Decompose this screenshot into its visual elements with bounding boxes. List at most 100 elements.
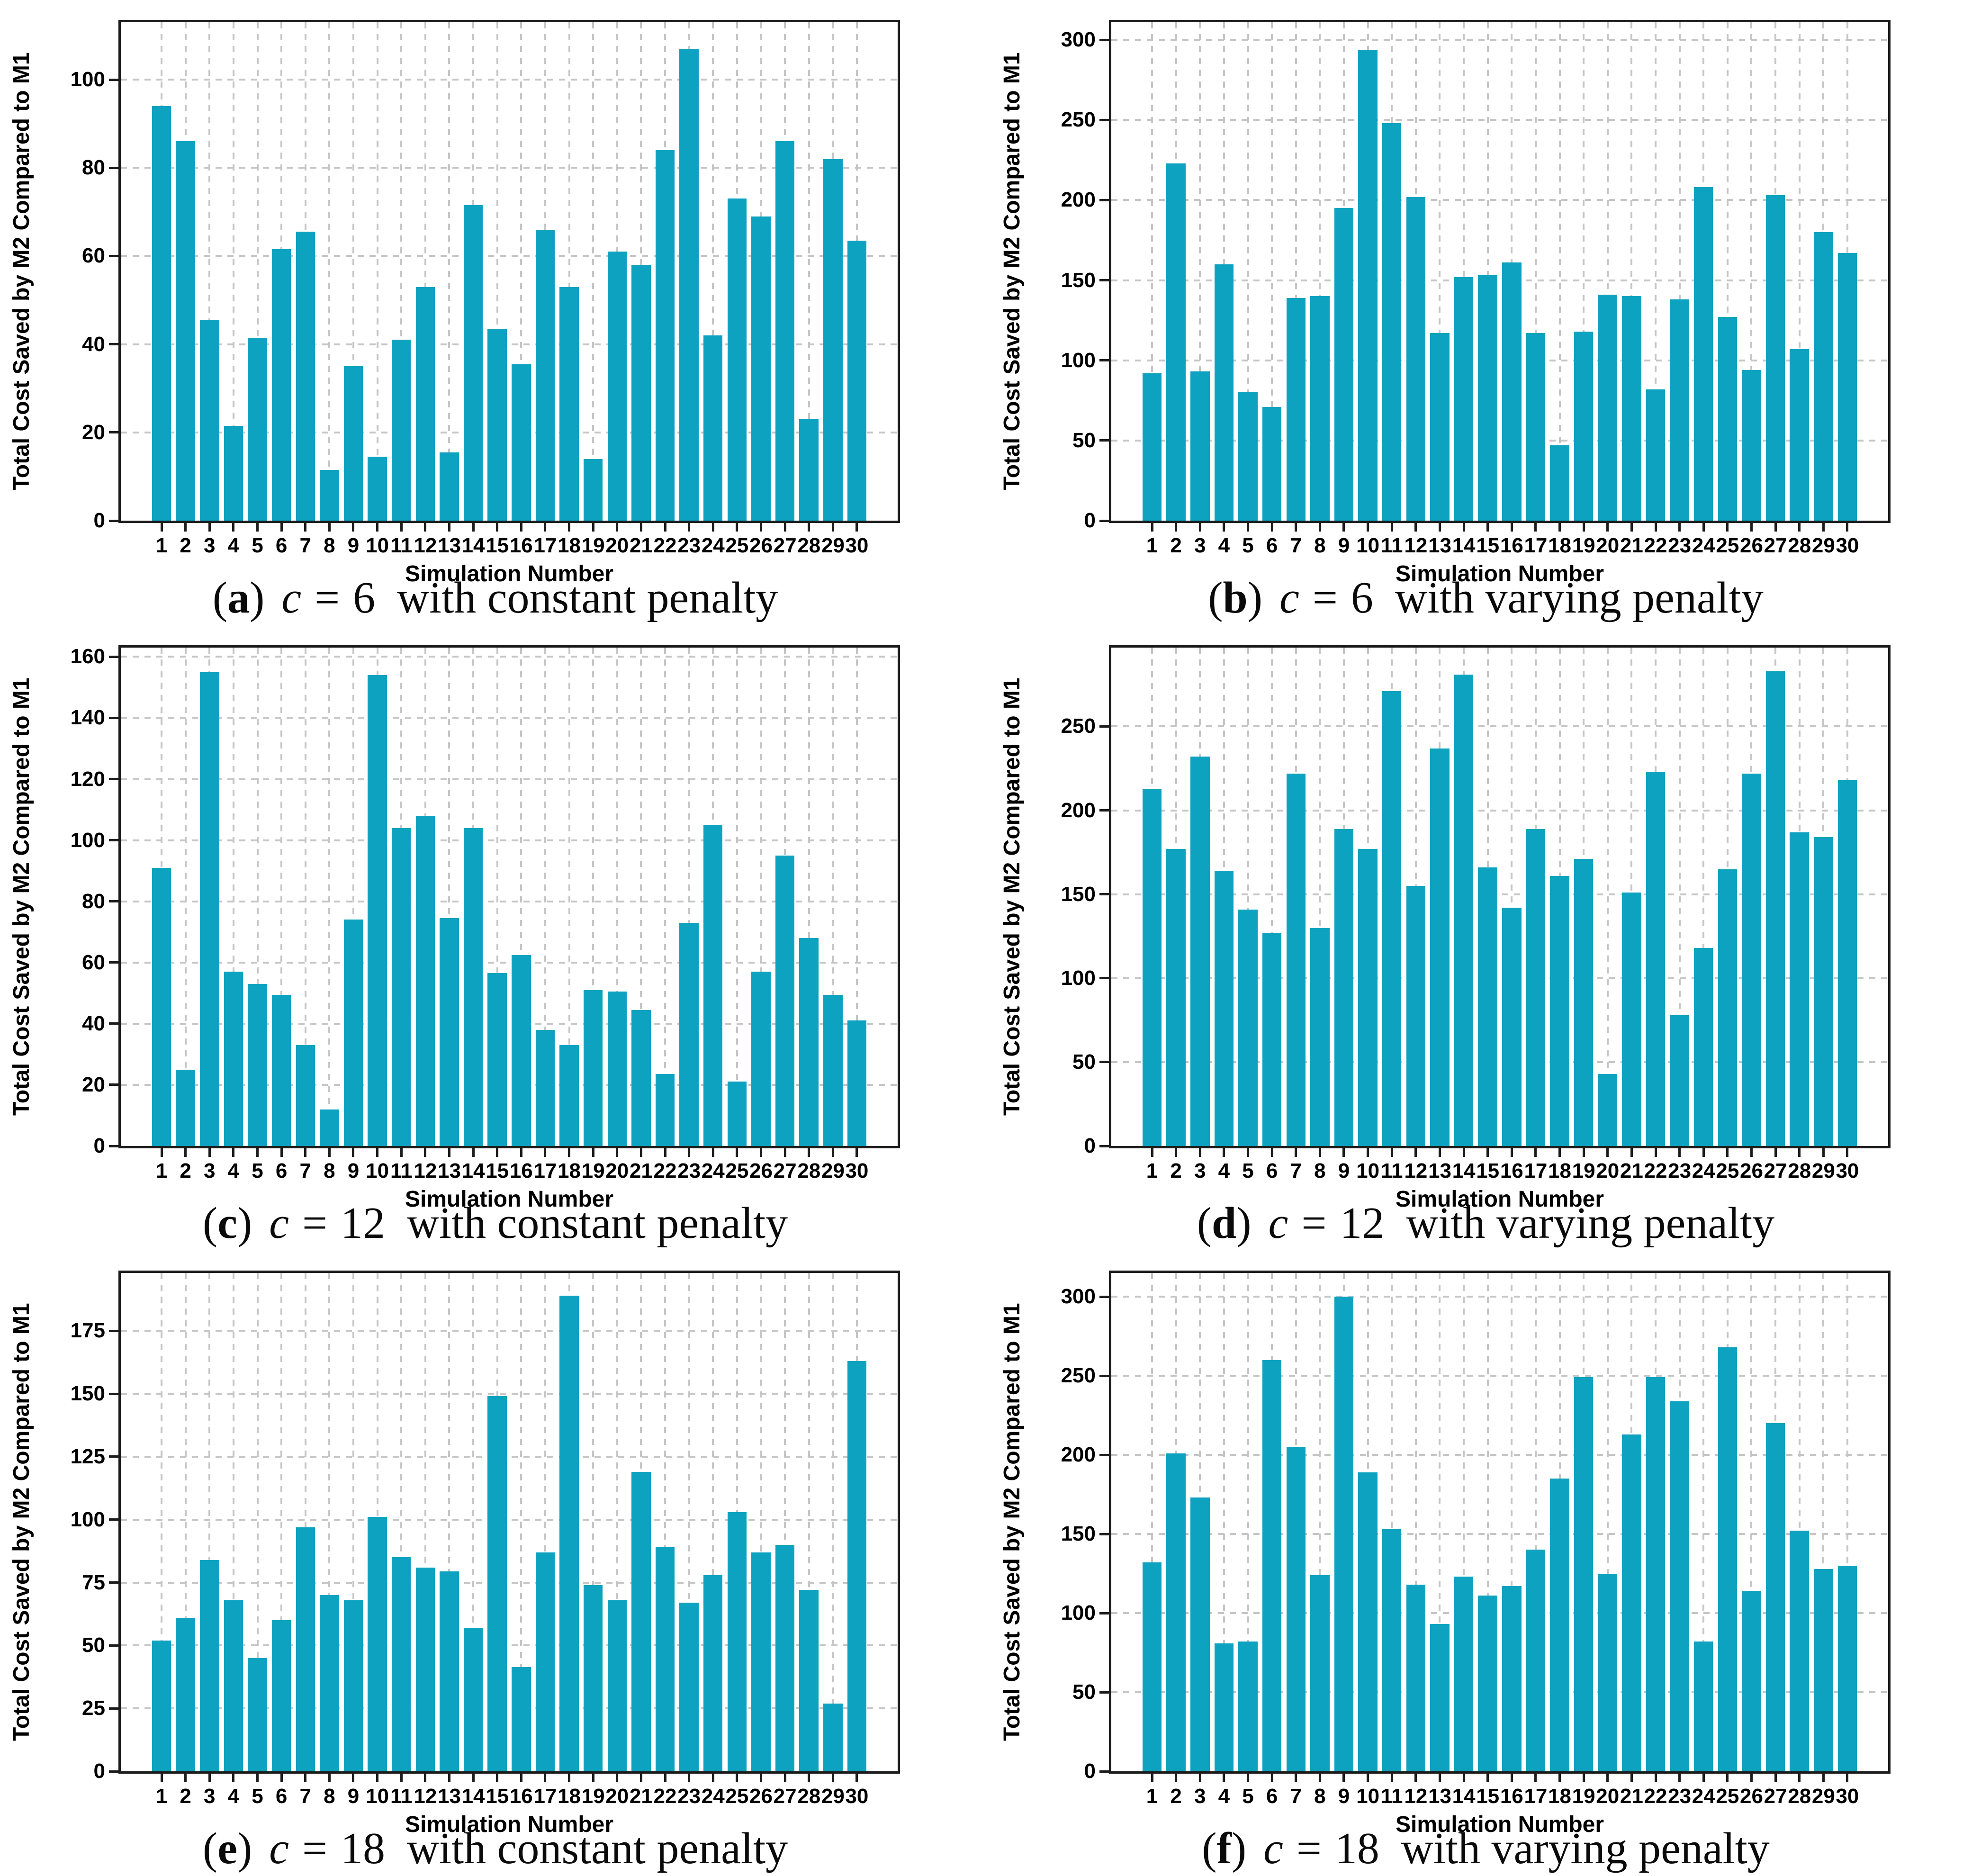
caption-value: 12: [341, 1199, 386, 1248]
caption-text: with varying penalty: [1406, 1199, 1775, 1248]
x-tick-label: 13: [1428, 1159, 1451, 1182]
v-gridline: [832, 648, 834, 1146]
x-tick-mark: [424, 1148, 427, 1157]
x-tick-label: 1: [155, 1785, 168, 1808]
x-tick-label: 27: [773, 534, 797, 557]
v-gridline: [520, 1273, 522, 1771]
bar-sim-14: [463, 1628, 483, 1771]
x-tick-label: 4: [1218, 1785, 1230, 1808]
y-tick-label: 100: [70, 828, 105, 852]
bar-sim-6: [1262, 933, 1282, 1146]
bar-sim-8: [1310, 1575, 1330, 1771]
x-tick-mark: [1247, 523, 1250, 532]
v-gridline: [496, 22, 498, 521]
x-tick-mark: [759, 1774, 762, 1782]
x-tick-mark: [711, 1148, 714, 1157]
y-tick-mark: [109, 254, 118, 257]
x-tick-mark: [1678, 523, 1681, 532]
x-tick-mark: [1774, 523, 1777, 532]
bar-sim-19: [583, 459, 603, 521]
x-tick-mark: [1486, 523, 1489, 532]
x-tick-mark: [1151, 1774, 1153, 1782]
bar-sim-10: [368, 675, 387, 1146]
bar-sim-18: [559, 287, 579, 521]
x-tick-label: 2: [180, 534, 191, 557]
y-tick-mark: [109, 1770, 118, 1773]
h-gridline: [1111, 1454, 1888, 1456]
x-tick-label: 4: [1218, 1159, 1230, 1182]
y-tick-mark: [1099, 725, 1109, 728]
bar-sim-11: [391, 340, 411, 521]
x-tick-mark: [496, 1774, 499, 1782]
bar-sim-25: [1718, 317, 1738, 521]
bar-sim-5: [1238, 909, 1258, 1146]
h-gridline: [121, 1330, 898, 1332]
bar-sim-19: [1574, 1377, 1594, 1771]
h-gridline: [121, 255, 898, 257]
h-gridline: [121, 839, 898, 841]
v-gridline: [712, 1273, 714, 1771]
x-tick-mark: [1822, 523, 1825, 532]
y-tick-mark: [1099, 1374, 1109, 1377]
x-tick-label: 23: [1668, 534, 1692, 557]
bar-sim-21: [1622, 296, 1641, 521]
x-tick-mark: [472, 1148, 475, 1157]
x-tick-label: 12: [414, 1159, 437, 1182]
bar-sim-26: [751, 972, 771, 1146]
y-tick-label: 20: [82, 1073, 105, 1096]
bar-sim-27: [1765, 671, 1785, 1146]
bar-sim-7: [296, 232, 315, 521]
bar-sim-14: [1454, 277, 1474, 521]
x-tick-mark: [759, 523, 762, 532]
plot-canvas: [121, 1273, 898, 1771]
x-tick-mark: [1510, 1774, 1513, 1782]
y-tick-label: 60: [82, 950, 105, 974]
x-tick-label: 21: [1620, 534, 1643, 557]
x-tick-mark: [783, 1774, 786, 1782]
x-tick-label: 10: [1356, 1785, 1380, 1808]
v-gridline: [1439, 22, 1441, 521]
x-tick-label: 8: [324, 534, 335, 557]
bar-sim-1: [152, 106, 171, 521]
x-tick-label: 26: [1739, 1785, 1763, 1808]
bar-sim-13: [440, 452, 459, 521]
bar-sim-5: [1238, 392, 1258, 521]
v-gridline: [784, 1273, 786, 1771]
x-tick-label: 5: [1242, 534, 1254, 557]
bar-sim-8: [320, 469, 339, 521]
bar-sim-7: [1286, 1447, 1306, 1771]
bar-sim-14: [1454, 674, 1474, 1146]
bar-sim-13: [1430, 1624, 1450, 1771]
x-tick-mark: [304, 1148, 307, 1157]
v-gridline: [520, 22, 522, 521]
caption-text: with varying penalty: [1401, 1824, 1770, 1873]
h-gridline: [121, 343, 898, 345]
y-tick-mark: [1099, 1295, 1109, 1298]
x-tick-mark: [1510, 523, 1513, 532]
x-tick-mark: [352, 1774, 355, 1782]
bar-sim-6: [271, 249, 291, 521]
x-tick-mark: [496, 523, 499, 532]
panel-d: Total Cost Saved by M2 Compared to M1 Si…: [990, 625, 1981, 1251]
x-tick-mark: [688, 1774, 691, 1782]
y-tick-label: 50: [1072, 1680, 1096, 1704]
x-tick-mark: [1151, 1148, 1153, 1157]
bar-sim-24: [1694, 187, 1713, 521]
x-tick-mark: [1223, 523, 1225, 532]
bar-sim-24: [703, 1575, 723, 1771]
x-tick-mark: [400, 1774, 403, 1782]
x-tick-label: 10: [1356, 534, 1380, 557]
caption-equals: =: [1301, 1199, 1327, 1248]
x-tick-mark: [1798, 523, 1801, 532]
h-gridline: [121, 1022, 898, 1025]
x-tick-mark: [160, 523, 163, 532]
bar-sim-3: [200, 320, 219, 521]
x-tick-label: 18: [558, 1159, 581, 1182]
x-tick-mark: [1175, 523, 1178, 532]
v-gridline: [1606, 22, 1609, 521]
x-tick-mark: [1822, 1148, 1825, 1157]
x-tick-label: 1: [155, 534, 168, 557]
x-tick-label: 23: [677, 534, 701, 557]
h-gridline: [121, 167, 898, 169]
bar-sim-16: [512, 955, 531, 1146]
